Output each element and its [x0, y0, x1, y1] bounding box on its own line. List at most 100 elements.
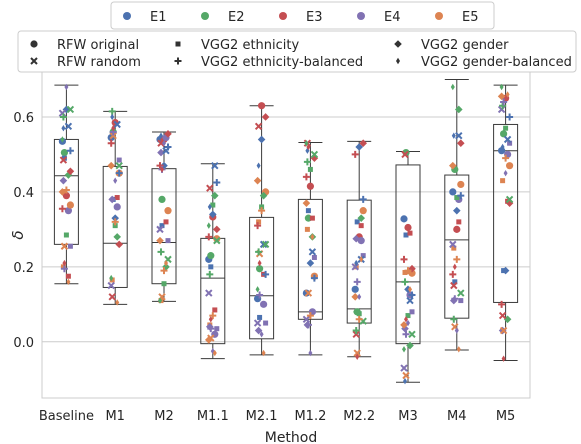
- point-M2.2-E5: [359, 256, 364, 263]
- point-M1.2-E3: [302, 173, 310, 181]
- box-M1.1: [200, 163, 226, 360]
- point-M2.2-E3: [359, 139, 367, 147]
- legend-style-marker: [30, 40, 38, 48]
- point-M5-E3: [501, 355, 506, 362]
- point-Baseline-E1: [66, 147, 74, 155]
- point-M2-E1: [159, 223, 165, 229]
- point-M4-E5: [457, 180, 465, 189]
- point-M3-E3: [404, 223, 412, 232]
- legend-hue-swatch: [279, 12, 287, 20]
- point-M2.2-E5: [351, 293, 359, 301]
- legend-hue-swatch: [357, 12, 365, 20]
- point-Baseline-E3: [59, 156, 68, 164]
- point-M1.1-E2: [210, 202, 216, 208]
- point-M1-E5: [111, 218, 119, 226]
- point-M1.1-E1: [209, 210, 217, 219]
- point-M2.2-E5: [355, 315, 363, 323]
- point-Baseline-E3: [62, 192, 70, 200]
- legend-hue-label: E4: [384, 10, 401, 25]
- data-points: [58, 83, 514, 385]
- point-M1-E1: [113, 120, 121, 129]
- x-axis-label: Method: [265, 430, 318, 444]
- point-M5-E2: [503, 125, 509, 131]
- point-M2.1-E2: [255, 286, 260, 293]
- point-Baseline-E4: [59, 176, 68, 185]
- point-M2-E2: [161, 281, 167, 287]
- point-M2.2-E4: [351, 263, 359, 271]
- point-M1.2-E1: [310, 274, 318, 282]
- legend-hue-swatch: [123, 12, 131, 20]
- box-body: [493, 123, 519, 303]
- legend-style-label: VGG2 gender-balanced: [421, 55, 572, 70]
- point-M1-E1: [115, 169, 123, 177]
- point-M2.2-E2: [357, 214, 365, 222]
- legend-style-label: RFW random: [57, 55, 141, 70]
- point-Baseline-E4: [64, 207, 72, 215]
- point-Baseline-E1: [64, 122, 73, 131]
- point-M2.1-E5: [256, 219, 262, 225]
- point-M4-E2: [454, 195, 460, 201]
- point-M1-E2: [109, 274, 114, 282]
- point-M5-E2: [505, 195, 514, 204]
- point-Baseline-E2: [63, 232, 69, 238]
- point-M4-E1: [453, 206, 461, 215]
- point-M1.1-E3: [206, 184, 214, 192]
- point-M4-E5: [449, 161, 457, 170]
- point-M3-E1: [400, 215, 408, 223]
- point-M2.2-E1: [354, 259, 359, 267]
- point-M3-E3: [404, 316, 408, 323]
- point-M1.1-E2: [207, 252, 215, 260]
- point-M3-E5: [408, 286, 412, 293]
- point-M5-E2: [500, 130, 508, 138]
- point-M4-E2: [455, 105, 463, 114]
- legend-hue-label: E2: [228, 10, 245, 25]
- point-M1.2-E3: [310, 154, 319, 162]
- point-M2.2-E3: [358, 223, 364, 229]
- point-M4-E2: [457, 289, 465, 297]
- point-M1.1-E4: [205, 289, 213, 297]
- x-tick-label: M4: [447, 409, 467, 424]
- point-M4-E2: [450, 83, 455, 91]
- x-tick-label: M3: [398, 409, 418, 424]
- point-Baseline-E2: [60, 136, 65, 143]
- point-Baseline-E2: [66, 105, 75, 114]
- point-M2.2-E3: [351, 150, 359, 158]
- point-M1.2-E1: [306, 259, 315, 267]
- legend-style-marker: [396, 57, 400, 65]
- point-M2-E3: [160, 166, 164, 173]
- point-M1.2-E3: [306, 143, 311, 151]
- point-M2.1-E5: [253, 176, 262, 185]
- point-M1-E4: [113, 177, 118, 184]
- point-M5-E4: [507, 140, 513, 146]
- point-M5-E2: [499, 83, 504, 91]
- point-M5-E5: [500, 178, 506, 184]
- point-M1.2-E5: [310, 233, 315, 241]
- point-M2.1-E1: [259, 240, 268, 249]
- legend-hue-label: E3: [306, 10, 323, 25]
- point-M4-E5: [453, 255, 461, 263]
- point-M1.2-E5: [302, 199, 311, 207]
- point-M1-E3: [114, 195, 120, 201]
- point-M2.2-E5: [353, 349, 361, 357]
- point-M2.1-E3: [257, 259, 262, 267]
- point-M5-E3: [498, 300, 506, 308]
- point-M1-E3: [107, 139, 115, 147]
- point-M2.2-E1: [359, 195, 367, 203]
- box-body: [297, 198, 323, 320]
- point-M5-E3: [498, 311, 507, 320]
- point-M4-E5: [451, 245, 457, 251]
- point-M1.1-E1: [207, 203, 212, 211]
- point-Baseline-E5: [66, 201, 74, 209]
- point-M1.1-E3: [205, 233, 213, 241]
- point-Baseline-E2: [64, 171, 73, 179]
- point-M2.2-E4: [352, 234, 360, 243]
- box-body: [395, 164, 421, 345]
- legend-style-marker: [30, 57, 38, 65]
- point-M2.1-E4: [253, 319, 262, 327]
- point-M3-E1: [408, 291, 416, 299]
- point-M2-E5: [156, 236, 164, 245]
- box-body: [200, 237, 226, 345]
- point-M1.2-E5: [306, 312, 314, 320]
- point-M2.1-E1: [262, 270, 270, 278]
